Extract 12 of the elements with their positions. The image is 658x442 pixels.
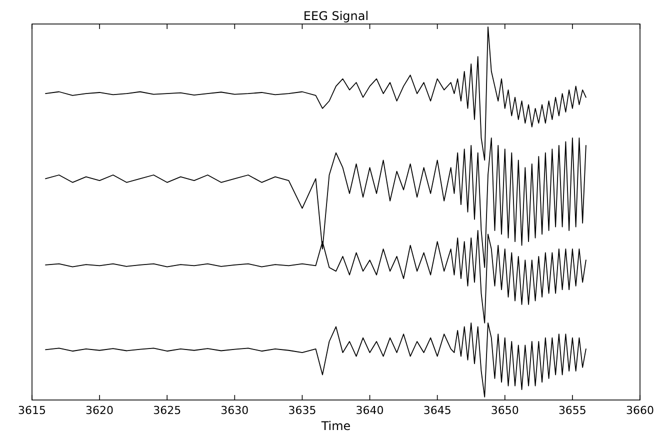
x-tick-label: 3645	[423, 404, 452, 417]
x-axis-title: Time	[320, 419, 351, 433]
chart-title: EEG Signal	[303, 9, 369, 23]
x-tick-label: 3655	[558, 404, 586, 417]
x-tick-label: 3620	[86, 404, 114, 417]
x-tick-label: 3660	[626, 404, 654, 417]
x-tick-label: 3640	[356, 404, 384, 417]
x-tick-label: 3615	[18, 404, 46, 417]
x-tick-label: 3650	[490, 404, 519, 417]
x-tick-label: 3630	[220, 404, 249, 417]
x-tick-label: 3625	[153, 404, 182, 417]
x-tick-label: 3635	[288, 404, 316, 417]
